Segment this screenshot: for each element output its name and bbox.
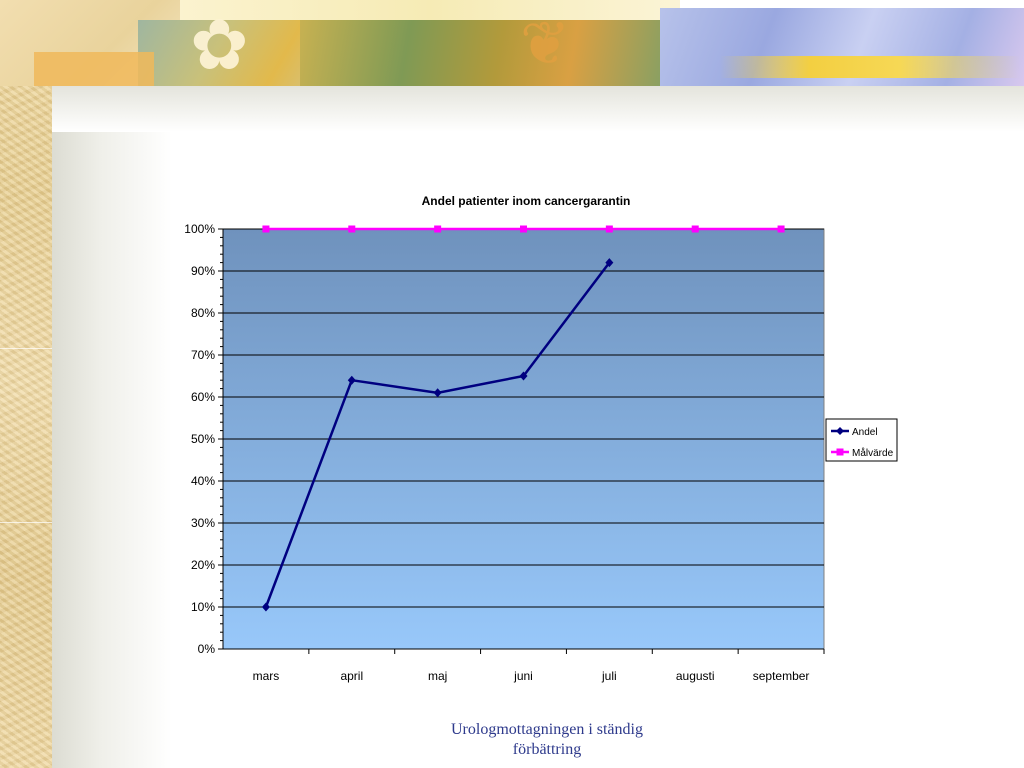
chart-title: Andel patienter inom cancergarantin <box>422 194 631 208</box>
y-tick-label: 60% <box>191 390 215 404</box>
y-tick-label: 50% <box>191 432 215 446</box>
x-tick-label: maj <box>428 669 447 683</box>
data-point-malvarde <box>520 225 527 233</box>
data-point-andel <box>433 388 442 398</box>
y-tick-label: 10% <box>191 600 215 614</box>
chart-legend: Andel Målvärde <box>825 418 898 462</box>
leaf-icon: ❦ <box>520 10 571 77</box>
top-shadow <box>52 86 1024 132</box>
legend-label: Andel <box>852 427 878 438</box>
y-tick-label: 0% <box>198 642 216 656</box>
x-tick-label: juli <box>601 669 617 683</box>
data-point-andel <box>605 258 614 268</box>
x-tick-label: augusti <box>676 669 715 683</box>
chart-svg: Andel patienter inom cancergarantin 0% 10… <box>184 194 898 683</box>
data-point-malvarde <box>262 225 270 233</box>
data-point-malvarde <box>605 225 613 233</box>
data-point-malvarde <box>691 225 699 233</box>
footer-line-1: Urologmottagningen i ständig <box>451 721 643 738</box>
data-point-andel <box>519 371 528 381</box>
data-point-malvarde <box>348 225 356 233</box>
left-decor-strip <box>0 0 52 768</box>
x-tick-label: mars <box>253 669 280 683</box>
left-shadow <box>52 86 172 768</box>
x-tick-label: juni <box>513 669 533 683</box>
data-point-malvarde <box>777 225 785 233</box>
y-tick-label: 100% <box>184 222 215 236</box>
footer-line-2: förbättring <box>512 741 582 758</box>
data-point-malvarde <box>434 225 442 233</box>
x-tick-label: april <box>340 669 363 683</box>
legend-label: Målvärde <box>852 447 894 459</box>
y-tick-label: 40% <box>191 474 215 488</box>
data-point-andel <box>347 375 356 385</box>
leaf-icon: ✿ <box>190 6 249 84</box>
chart: Andel patienter inom cancergarantin 0% 10… <box>160 186 920 691</box>
y-tick-label: 90% <box>191 264 215 278</box>
y-tick-label: 20% <box>191 558 215 572</box>
top-decor-banner: ✿ ❦ <box>0 0 1024 86</box>
legend-marker <box>836 448 844 456</box>
data-point-andel <box>261 602 270 612</box>
x-tick-label: september <box>753 669 810 683</box>
y-tick-label: 70% <box>191 348 215 362</box>
y-tick-label: 80% <box>191 306 215 320</box>
legend-marker <box>836 427 844 435</box>
y-tick-label: 30% <box>191 516 215 530</box>
slide-footer: Urologmottagningen i ständig förbättring <box>400 720 694 760</box>
